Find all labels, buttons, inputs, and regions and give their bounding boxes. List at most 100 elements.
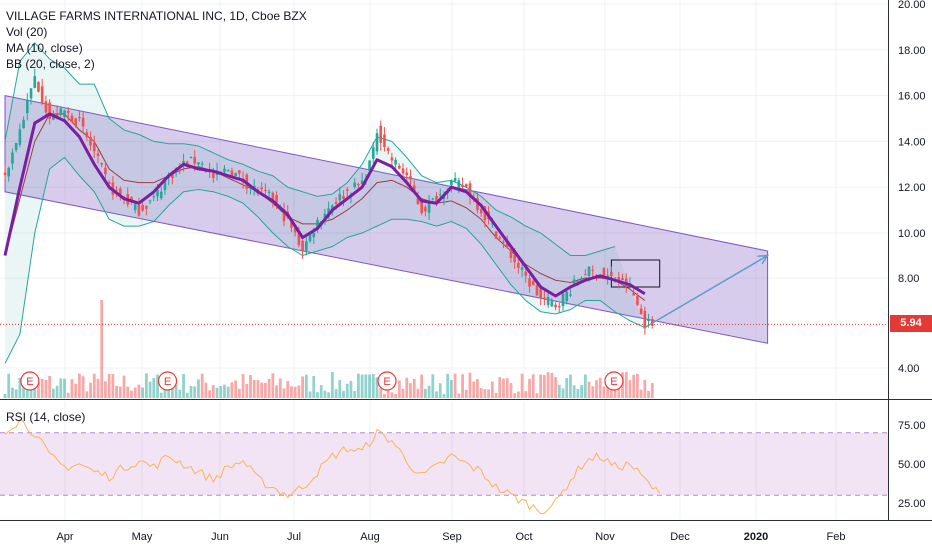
candle-body: [557, 306, 561, 308]
volume-bar: [583, 374, 587, 398]
volume-bar: [226, 386, 230, 398]
candle-body: [505, 242, 509, 248]
volume-bar: [334, 389, 338, 398]
candle-body: [494, 231, 498, 239]
candle-body: [621, 277, 624, 281]
volume-bar: [137, 384, 141, 398]
candle-body: [591, 269, 595, 271]
bollinger-fill: [5, 42, 645, 364]
candle-body: [442, 196, 446, 200]
volume-bar: [66, 392, 70, 398]
volume-bar: [319, 385, 323, 398]
time-tick-label: Aug: [360, 531, 380, 543]
candle-body: [92, 142, 96, 152]
candle-body: [461, 185, 464, 187]
volume-bar: [591, 386, 595, 398]
volume-bar: [435, 391, 438, 398]
volume-bar: [152, 377, 156, 398]
volume-bar: [78, 373, 81, 398]
volume-bar: [204, 382, 208, 398]
time-tick-label: Apr: [56, 531, 73, 543]
volume-bar: [178, 389, 182, 398]
candle-body: [238, 170, 241, 174]
volume-bar: [423, 388, 427, 398]
candle-body: [643, 310, 647, 329]
volume-bar: [264, 382, 267, 398]
volume-bar: [468, 372, 472, 398]
candle-body: [104, 167, 107, 175]
candle-body: [543, 297, 546, 299]
volume-bar: [278, 378, 282, 398]
volume-bar: [498, 377, 502, 398]
volume-bar: [81, 376, 85, 398]
candle-body: [412, 185, 416, 192]
candle-body: [85, 132, 89, 138]
candle-body: [345, 189, 349, 191]
candle-body: [59, 108, 63, 115]
volume-bar: [442, 393, 446, 398]
volume-bar: [472, 381, 476, 398]
volume-bar: [189, 385, 193, 398]
chart-title[interactable]: VILLAGE FARMS INTERNATIONAL INC, 1D, Cbo…: [6, 9, 307, 23]
candle-body: [156, 189, 159, 197]
bb-indicator-label[interactable]: BB (20, close, 2): [6, 57, 95, 71]
volume-bar: [572, 385, 576, 398]
candle-body: [230, 170, 234, 177]
price-tick-label: 4.00: [898, 363, 919, 375]
candle-body: [561, 293, 565, 307]
volume-bar: [520, 373, 524, 398]
candle-body: [89, 137, 92, 146]
volume-bar: [502, 378, 505, 398]
bollinger-upper: [4, 42, 616, 256]
candle-body: [171, 173, 174, 179]
candle-body: [70, 115, 74, 123]
earnings-marker: [157, 371, 178, 391]
volume-bar: [286, 381, 290, 398]
volume-bar: [171, 382, 174, 398]
volume-bar: [193, 386, 197, 398]
volume-indicator-label[interactable]: Vol (20): [6, 25, 48, 39]
candle-body: [308, 233, 312, 242]
volume-bar: [40, 378, 44, 398]
candle-body: [197, 162, 200, 165]
volume-bar: [528, 378, 531, 398]
volume-bar: [639, 389, 643, 398]
candle-body: [145, 205, 148, 209]
candle-body: [398, 165, 401, 169]
candle-body: [78, 117, 81, 119]
candle-body: [464, 184, 468, 187]
volume-bar: [92, 373, 96, 398]
volume-bar: [130, 390, 133, 398]
candle-body: [7, 167, 11, 177]
candle-body: [96, 153, 100, 156]
candle-body: [383, 134, 386, 148]
volume-bar: [115, 385, 118, 398]
volume-bar: [290, 386, 293, 398]
candle-body: [141, 204, 144, 211]
ma-indicator-label[interactable]: MA (10, close): [6, 41, 83, 55]
volume-bar: [312, 375, 316, 398]
volume-bar: [260, 382, 264, 398]
candle-body: [66, 110, 70, 113]
candle-body: [293, 228, 297, 233]
volume-bar: [565, 377, 569, 398]
candle-body: [409, 176, 412, 180]
rsi-indicator-label[interactable]: RSI (14, close): [6, 410, 86, 424]
candle-body: [182, 160, 185, 165]
volume-bar: [609, 384, 613, 398]
volume-bar: [513, 393, 517, 398]
volume-bar: [557, 384, 561, 398]
volume-bar: [230, 382, 234, 398]
volume-bar: [301, 376, 304, 398]
volume-bar: [85, 391, 89, 398]
earnings-marker-label: E: [164, 376, 171, 388]
time-tick-label: Nov: [595, 531, 615, 543]
candle-body: [152, 196, 156, 198]
volume-bar: [107, 373, 111, 398]
candle-body: [379, 125, 383, 143]
candle-body: [223, 168, 226, 172]
volume-bar: [256, 380, 260, 398]
volume-bar: [409, 383, 412, 398]
candle-body: [610, 271, 613, 277]
